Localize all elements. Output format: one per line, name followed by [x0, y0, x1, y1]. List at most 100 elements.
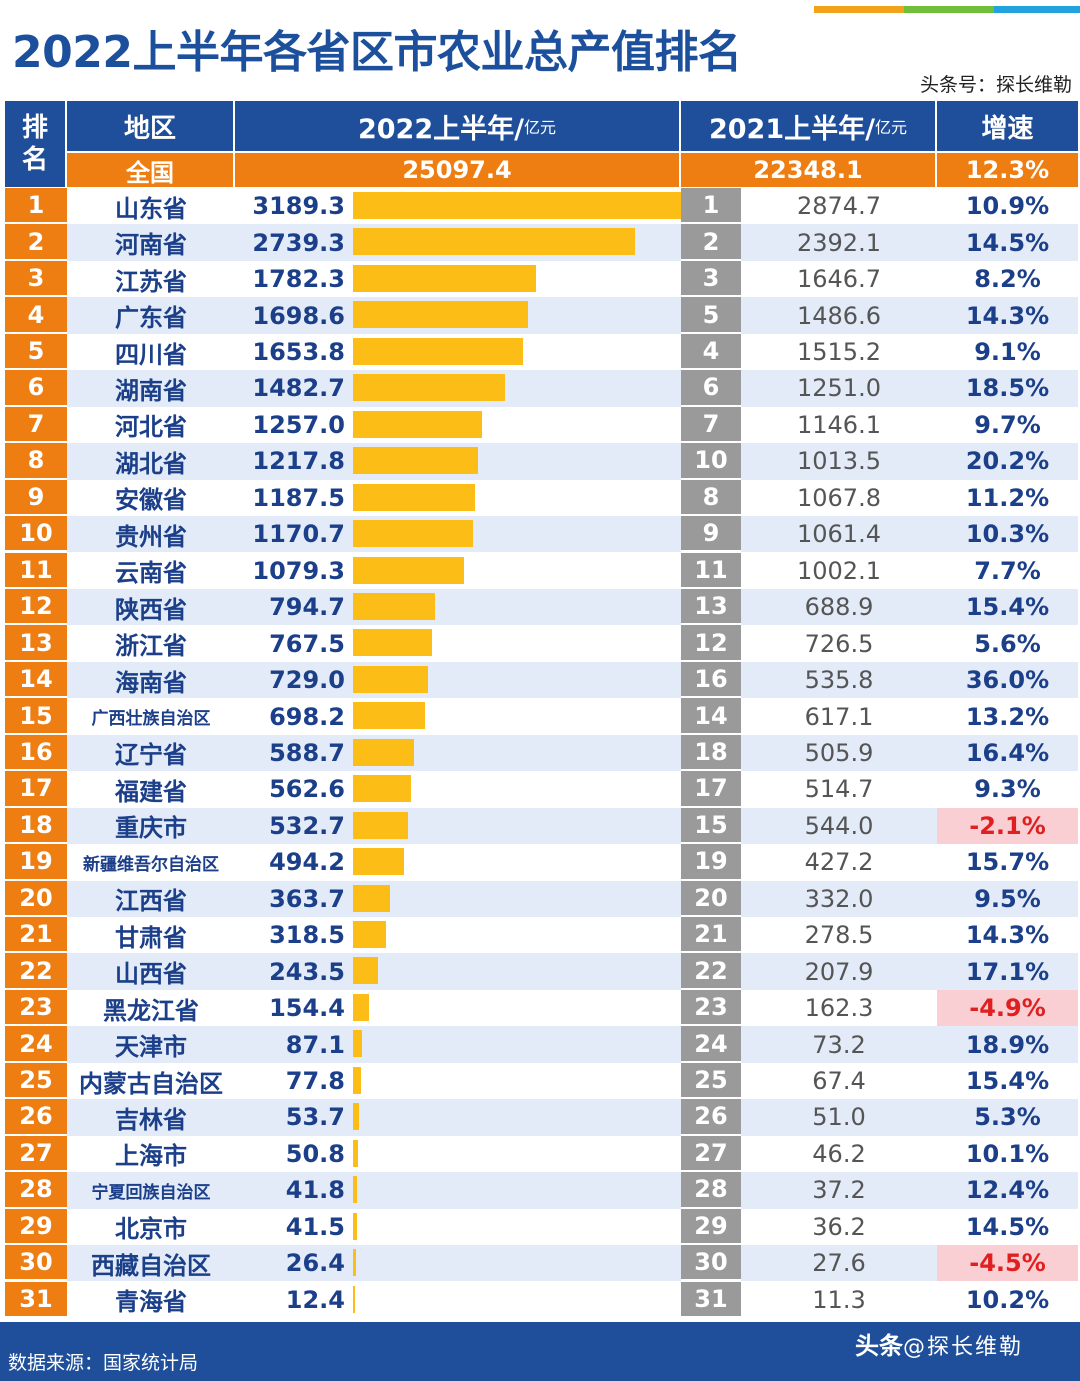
accent-bar-orange: [814, 6, 904, 13]
table-row: 26 吉林省 53.7 26 51.0 5.3%: [5, 1099, 1078, 1136]
value-2022-label: 1170.7: [252, 520, 345, 549]
growth-label: 18.9%: [965, 1030, 1050, 1059]
value-2022-bar: [353, 884, 391, 912]
region-name: 宁夏回族自治区: [91, 1182, 211, 1203]
growth-label: 16.4%: [965, 738, 1050, 767]
value-2022-bar: [353, 410, 483, 438]
rank-2021-cell: 31: [681, 1281, 741, 1318]
value-2022-label: 3189.3: [252, 192, 345, 221]
value-2022-label: 41.5: [285, 1212, 345, 1241]
rank-2022-cell: 30: [5, 1245, 67, 1282]
rank-2022-cell: 2: [5, 224, 67, 261]
growth-label: 12.4%: [965, 1176, 1050, 1205]
rank-2022-cell: 5: [5, 333, 67, 371]
rank-2022-cell: 26: [5, 1099, 67, 1136]
header-growth: 增速: [937, 101, 1078, 151]
region-name: 黑龙江省: [103, 996, 199, 1025]
rank-2022-cell: 23: [5, 989, 67, 1027]
value-2022-label: 1482.7: [252, 374, 345, 403]
region-name: 天津市: [115, 1033, 187, 1062]
value-2021-label: 1646.7: [797, 265, 881, 294]
growth-label: 5.6%: [974, 629, 1041, 658]
table-row: 14 海南省 729.0 16 535.8 36.0%: [5, 661, 1078, 699]
header-2022-unit: 亿元: [524, 118, 557, 137]
rank-2021-cell: 28: [681, 1172, 741, 1209]
rank-2021-cell: 20: [681, 880, 741, 917]
table-header: 排 名 地区 2022上半年/亿元 2021上半年/亿元 增速 全国 25097…: [5, 101, 1078, 187]
table-row: 22 山西省 243.5 22 207.9 17.1%: [5, 953, 1078, 990]
value-2021-label: 514.7: [804, 775, 874, 804]
growth-label: 36.0%: [965, 666, 1050, 695]
value-2021-label: 46.2: [812, 1139, 866, 1168]
region-name: 浙江省: [115, 632, 187, 661]
rank-2021-cell: 19: [681, 844, 741, 881]
rank-2021-cell: 26: [681, 1099, 741, 1136]
region-name: 福建省: [115, 777, 187, 806]
value-2022-bar: [353, 264, 537, 292]
region-name: 河南省: [115, 231, 187, 260]
value-2022-label: 698.2: [269, 702, 345, 731]
value-2021-label: 11.3: [812, 1285, 866, 1314]
region-name: 甘肃省: [115, 923, 187, 952]
table-row: 13 浙江省 767.5 12 726.5 5.6%: [5, 625, 1078, 662]
value-2022-label: 318.5: [269, 921, 345, 950]
region-name: 山东省: [115, 194, 187, 223]
value-2021-label: 37.2: [812, 1176, 866, 1205]
region-name: 云南省: [115, 559, 187, 588]
region-name: 海南省: [115, 668, 187, 697]
rank-2022-cell: 19: [5, 844, 67, 881]
table-row: 4 广东省 1698.6 5 1486.6 14.3%: [5, 297, 1078, 334]
rank-2021-cell: 8: [681, 479, 741, 517]
value-2022-bar: [353, 228, 635, 256]
rank-2021-cell: 14: [681, 698, 741, 735]
growth-label: 5.3%: [974, 1103, 1041, 1132]
value-2022-bar: [353, 702, 425, 730]
table-row: 7 河北省 1257.0 7 1146.1 9.7%: [5, 406, 1078, 444]
value-2022-bar: [353, 447, 479, 475]
value-2022-bar: [353, 1066, 361, 1094]
value-2022-bar: [353, 629, 432, 657]
rank-2021-cell: 30: [681, 1245, 741, 1282]
value-2021-label: 726.5: [804, 629, 874, 658]
rank-2021-cell: 7: [681, 406, 741, 444]
value-2022-bar: [353, 374, 506, 402]
rank-2022-cell: 24: [5, 1026, 67, 1063]
rank-2021-cell: 18: [681, 734, 741, 772]
region-name: 湖南省: [115, 376, 187, 405]
region-name: 上海市: [115, 1142, 187, 1171]
value-2022-label: 1187.5: [252, 483, 345, 512]
value-2021-label: 544.0: [804, 811, 874, 840]
value-2022-label: 41.8: [285, 1176, 345, 1205]
rank-2022-cell: 7: [5, 406, 67, 444]
growth-label: 15.4%: [965, 1067, 1050, 1096]
table-row: 6 湖南省 1482.7 6 1251.0 18.5%: [5, 370, 1078, 407]
region-name: 内蒙古自治区: [79, 1069, 223, 1098]
value-2021-label: 73.2: [812, 1030, 866, 1059]
value-2022-bar: [353, 1285, 355, 1313]
author-label: 头条号：探长维勒: [919, 74, 1072, 96]
value-2022-label: 1217.8: [252, 447, 345, 476]
rank-2022-cell: 10: [5, 516, 67, 553]
table-row: 30 西藏自治区 26.4 30 27.6 -4.5%: [5, 1245, 1078, 1282]
rank-2022-cell: 18: [5, 807, 67, 845]
value-2021-label: 1146.1: [797, 410, 881, 439]
total-value-2022: 25097.4: [235, 153, 679, 187]
table-row: 29 北京市 41.5 29 36.2 14.5%: [5, 1208, 1078, 1246]
growth-negative-badge: -4.9%: [937, 989, 1078, 1027]
value-2022-bar: [353, 665, 428, 693]
value-2022-label: 53.7: [285, 1103, 345, 1132]
value-2021-label: 67.4: [812, 1067, 866, 1096]
rank-2022-cell: 17: [5, 771, 67, 808]
header-2022-label: 2022上半年/: [357, 113, 524, 145]
total-region: 全国: [67, 153, 233, 187]
table-row: 12 陕西省 794.7 13 688.9 15.4%: [5, 588, 1078, 626]
table-row: 10 贵州省 1170.7 9 1061.4 10.3%: [5, 516, 1078, 553]
table-row: 5 四川省 1653.8 4 1515.2 9.1%: [5, 333, 1078, 371]
growth-label: 9.5%: [974, 884, 1041, 913]
region-name: 江苏省: [115, 267, 187, 296]
value-2021-label: 1061.4: [797, 520, 881, 549]
region-name: 辽宁省: [115, 741, 187, 770]
logo-suffix: @探长维勒: [903, 1335, 1024, 1360]
value-2021-label: 617.1: [804, 702, 874, 731]
rank-2021-cell: 22: [681, 953, 741, 990]
